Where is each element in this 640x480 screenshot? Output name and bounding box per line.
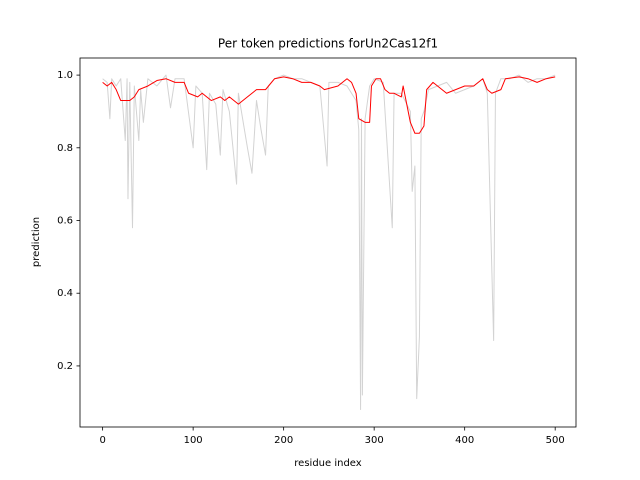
data-line <box>102 74 556 411</box>
x-tick-label: 100 <box>184 435 203 446</box>
x-tick-label: 400 <box>455 435 474 446</box>
x-tick-label: 200 <box>274 435 293 446</box>
y-tick-label: 0.4 <box>57 288 73 299</box>
data-line <box>102 76 556 134</box>
y-tick-label: 0.8 <box>57 143 73 154</box>
chart-title: Per token predictions forUn2Cas12f1 <box>218 37 438 51</box>
x-tick-label: 0 <box>99 435 105 446</box>
y-tick-label: 0.2 <box>57 361 73 372</box>
plot-frame <box>79 57 577 428</box>
x-axis-label: residue index <box>294 458 361 469</box>
y-tick-label: 0.6 <box>57 216 73 227</box>
y-tick-label: 1.0 <box>57 70 73 81</box>
x-tick-label: 500 <box>546 435 565 446</box>
y-axis-label: prediction <box>31 217 42 267</box>
x-tick-label: 300 <box>365 435 384 446</box>
